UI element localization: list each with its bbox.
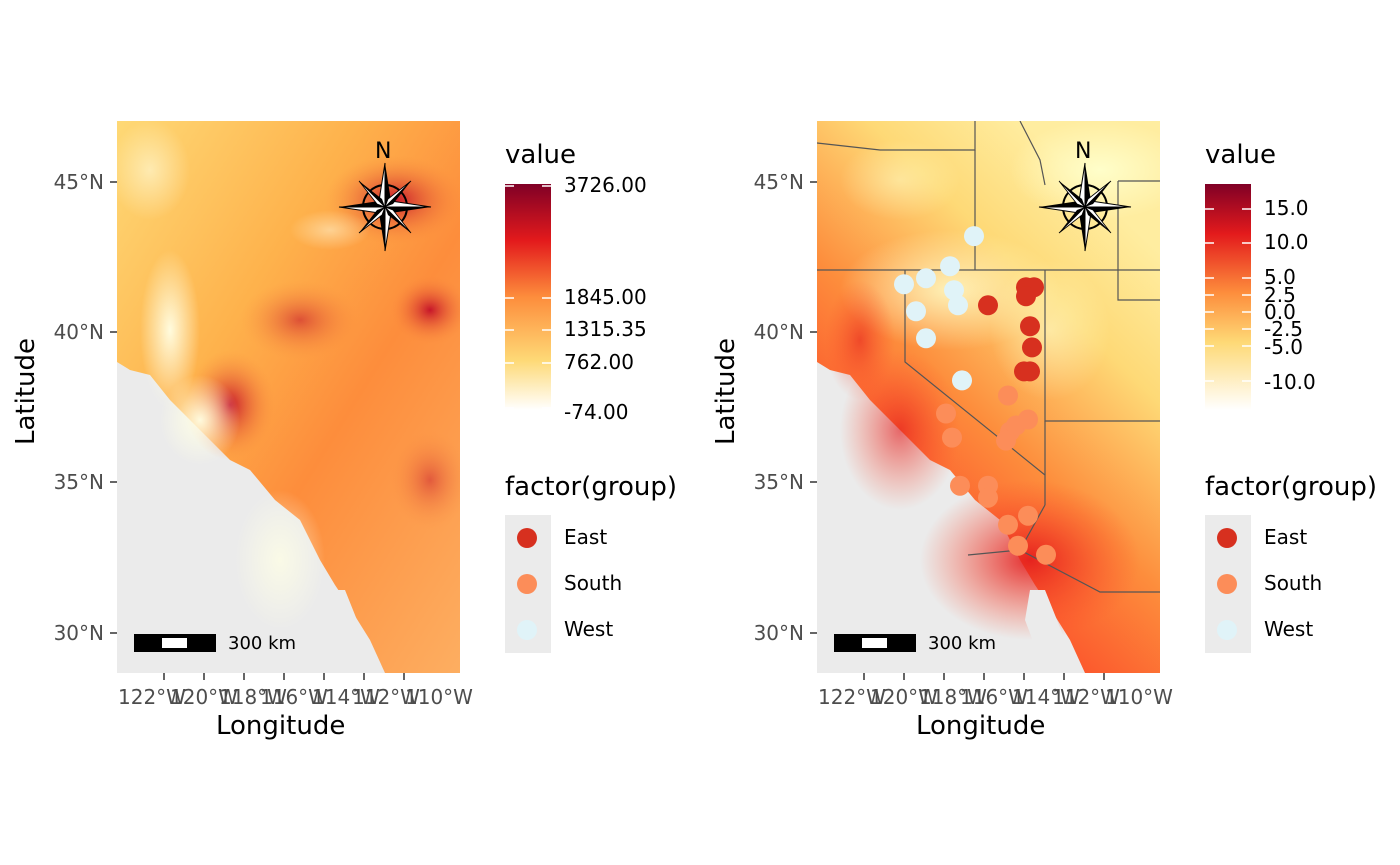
sample-point-east [1022,337,1042,358]
sample-point-west [916,268,936,289]
x-axis-title: Longitude [216,711,346,741]
colorbar-label: 762.00 [564,350,634,374]
sample-point-south [950,475,970,496]
axis-ticks [110,181,405,680]
colorbar-title: value [505,140,577,170]
scale-bar-label: 300 km [928,633,997,654]
colorbar-label: 3726.00 [564,173,647,197]
colorbar-label: 5.0 [1264,265,1296,289]
elevation-map-panel: 45°N 40°N 35°N 30°N 122°W 120°W 118°W 11… [11,121,677,741]
legend-label-west: West [1264,617,1314,641]
x-tick-label: 112°W [352,685,420,709]
scale-bar [834,634,916,652]
sample-point-east [1016,286,1036,307]
north-arrow-icon [1038,162,1132,252]
colorbar-label: 1315.35 [564,317,647,341]
sample-point-west [964,226,984,247]
scale-bar [134,634,216,652]
x-tick-label: 120°W [870,685,938,709]
x-tick-label: 122°W [818,685,886,709]
sample-points [894,226,1056,565]
y-tick-label: 40°N [53,320,104,344]
colorbar-label: 0.0 [1264,300,1296,324]
sample-point-west [948,295,968,316]
y-tick-label: 40°N [753,320,804,344]
colorbar-label: -2.5 [1264,317,1304,341]
legend-label-south: South [564,571,623,595]
sample-point-east [978,295,998,316]
sample-point-south [936,403,956,424]
north-arrow-icon [338,162,432,252]
sample-point-south [942,427,962,448]
legend-key-east [1217,528,1237,548]
legend-key-west [517,620,537,640]
temperature-map [810,121,1251,680]
sample-point-west [906,301,926,322]
sample-point-south [1008,535,1028,556]
legend-label-east: East [564,525,608,549]
colorbar-title: value [1205,140,1277,170]
elevation-raster [117,121,460,673]
north-label: N [1075,139,1092,164]
x-tick-label: 118°W [219,685,287,709]
colorbar-value [505,184,551,410]
x-tick-label: 120°W [170,685,238,709]
legend-key-west [1217,620,1237,640]
y-axis-title: Latitude [711,337,741,445]
sample-point-east [1020,316,1040,337]
group-legend-title: factor(group) [505,472,677,502]
x-axis-title: Longitude [916,711,1046,741]
x-tick-label: 122°W [118,685,186,709]
colorbar-label: 15.0 [1264,196,1309,220]
x-tick-label: 110°W [1105,685,1173,709]
state-boundaries [817,121,1160,593]
colorbar-label: 2.5 [1264,283,1296,307]
x-tick-label: 110°W [405,685,473,709]
sample-point-west [940,256,960,277]
sample-point-west [952,370,972,391]
y-tick-label: 30°N [53,621,104,645]
y-tick-label: 45°N [753,170,804,194]
sample-point-west [944,280,964,301]
legend-key-south [517,574,537,594]
sample-point-south [996,430,1016,451]
sample-point-west [916,328,936,349]
sample-point-south [1036,544,1056,565]
sample-point-south [998,514,1018,535]
axis-ticks [810,181,1105,680]
legend-label-west: West [564,617,614,641]
sample-point-south [998,385,1018,406]
legend-key-south [1217,574,1237,594]
sample-point-south [978,487,998,508]
x-tick-label: 112°W [1052,685,1120,709]
colorbar-label: 1845.00 [564,285,647,309]
colorbar-value [1205,184,1251,410]
sample-point-south [1018,505,1038,526]
x-tick-label: 116°W [960,685,1028,709]
sample-point-south [1018,409,1038,430]
legend-label-east: East [1264,525,1308,549]
colorbar-label: 10.0 [1264,230,1309,254]
scale-bar-label: 300 km [228,633,297,654]
north-label: N [375,139,392,164]
group-legend-title: factor(group) [1205,472,1377,502]
y-tick-label: 35°N [53,470,104,494]
colorbar-label: -10.0 [1264,370,1316,394]
y-axis-title: Latitude [11,337,41,445]
temperature-map-panel: 45°N 40°N 35°N 30°N 122°W 120°W 118°W 11… [700,0,1400,865]
x-tick-label: 118°W [919,685,987,709]
elevation-map [110,121,551,680]
x-tick-label: 114°W [1012,685,1080,709]
y-tick-label: 45°N [53,170,104,194]
colorbar-label: -74.00 [564,400,629,424]
sample-point-west [894,274,914,295]
x-tick-label: 114°W [312,685,380,709]
legend-key-east [517,528,537,548]
colorbar-label: -5.0 [1264,335,1304,359]
x-tick-label: 116°W [260,685,328,709]
legend-label-south: South [1264,571,1323,595]
sample-point-east [1020,361,1040,382]
y-tick-label: 35°N [753,470,804,494]
y-tick-label: 30°N [753,621,804,645]
